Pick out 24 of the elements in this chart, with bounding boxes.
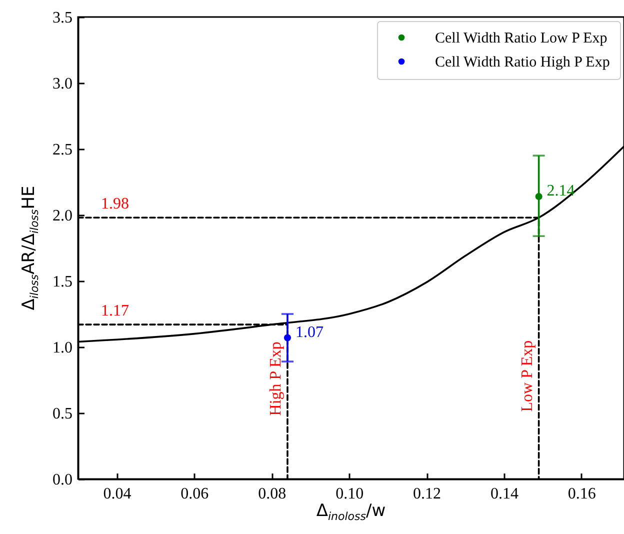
y-tick-label: 1.0 bbox=[52, 340, 72, 356]
x-tick-label: 0.16 bbox=[568, 486, 596, 502]
y-tick-label: 2.0 bbox=[52, 208, 72, 224]
x-axis-title: Δ$_{inoloss}$/w bbox=[316, 500, 386, 524]
annotation: 1.07 bbox=[295, 324, 324, 341]
legend-label: Cell Width Ratio Low P Exp bbox=[435, 30, 608, 46]
x-tick-label: 0.14 bbox=[490, 486, 518, 502]
legend-label: Cell Width Ratio High P Exp bbox=[435, 54, 610, 70]
x-tick-label: 0.12 bbox=[413, 486, 442, 502]
y-tick-label: 3.0 bbox=[52, 76, 72, 92]
x-tick-label: 0.06 bbox=[180, 486, 209, 502]
y-tick-label: 0.5 bbox=[52, 406, 72, 422]
annotation: High P Exp bbox=[267, 342, 284, 416]
annotation: 1.17 bbox=[101, 302, 129, 320]
annotation: 1.98 bbox=[101, 196, 129, 213]
annotation: 2.14 bbox=[546, 182, 575, 200]
x-tick-label: 0.10 bbox=[336, 486, 364, 502]
x-tick-label: 0.04 bbox=[103, 486, 132, 502]
x-tick-label: 0.08 bbox=[258, 486, 286, 502]
y-tick-label: 0.0 bbox=[52, 472, 72, 488]
y-tick-label: 1.5 bbox=[52, 274, 72, 290]
annotation: Low P Exp bbox=[518, 340, 536, 412]
y-tick-label: 2.5 bbox=[52, 142, 72, 158]
y-tick-label: 3.5 bbox=[52, 10, 72, 26]
